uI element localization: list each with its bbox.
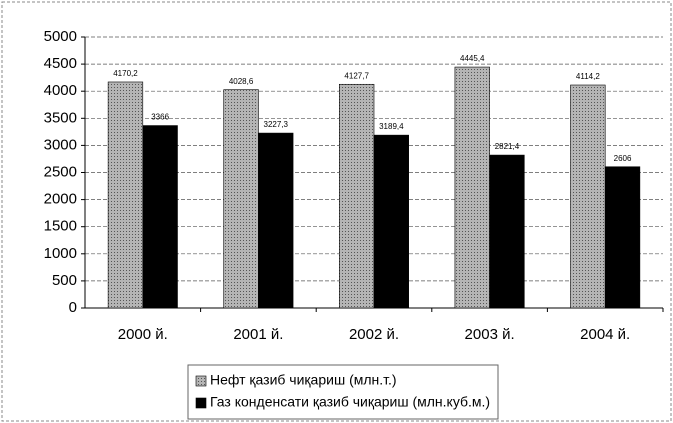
legend-box <box>187 364 499 420</box>
y-tick-label: 500 <box>52 272 77 289</box>
bar <box>258 132 294 309</box>
data-label: 2821,4 <box>495 142 520 151</box>
bar <box>373 134 409 309</box>
bar <box>570 84 606 309</box>
bar <box>107 81 144 309</box>
y-tick-label: 1000 <box>44 245 77 262</box>
legend-label: Нефт қазиб чиқариш (млн.т.) <box>210 372 397 388</box>
data-label: 3189,4 <box>379 122 404 131</box>
x-tick-label: 2000 й. <box>118 326 168 343</box>
x-tick-label: 2003 й. <box>465 326 515 343</box>
y-tick-label: 4000 <box>44 82 77 99</box>
data-label: 2606 <box>614 154 632 163</box>
y-tick-label: 3000 <box>44 136 77 153</box>
bar <box>454 66 490 309</box>
y-tick-label: 1500 <box>44 218 77 235</box>
y-tick-label: 2000 <box>44 191 77 208</box>
y-tick-label: 0 <box>69 299 77 316</box>
x-tick-label: 2002 й. <box>349 326 399 343</box>
y-tick-label: 3500 <box>44 109 77 126</box>
data-label: 4127,7 <box>344 71 369 80</box>
legend-swatch <box>195 375 207 387</box>
y-tick-label: 2500 <box>44 163 77 180</box>
bar <box>604 166 641 309</box>
legend-swatch <box>195 397 207 409</box>
data-label: 3366 <box>151 113 169 122</box>
data-label: 4114,2 <box>576 72 600 81</box>
legend-label: Газ конденсати қазиб чиқариш (млн.куб.м.… <box>210 394 490 410</box>
bar <box>489 154 525 309</box>
data-label: 3227,3 <box>264 120 289 129</box>
bar <box>223 89 259 309</box>
x-tick-label: 2004 й. <box>580 326 630 343</box>
data-label: 4445,4 <box>460 54 485 63</box>
bar <box>339 83 375 309</box>
y-tick-label: 5000 <box>44 28 77 45</box>
bar <box>142 125 178 309</box>
data-label: 4028,6 <box>229 77 254 86</box>
y-tick-label: 4500 <box>44 55 77 72</box>
x-tick-label: 2001 й. <box>233 326 283 343</box>
data-label: 4170,2 <box>113 69 138 78</box>
